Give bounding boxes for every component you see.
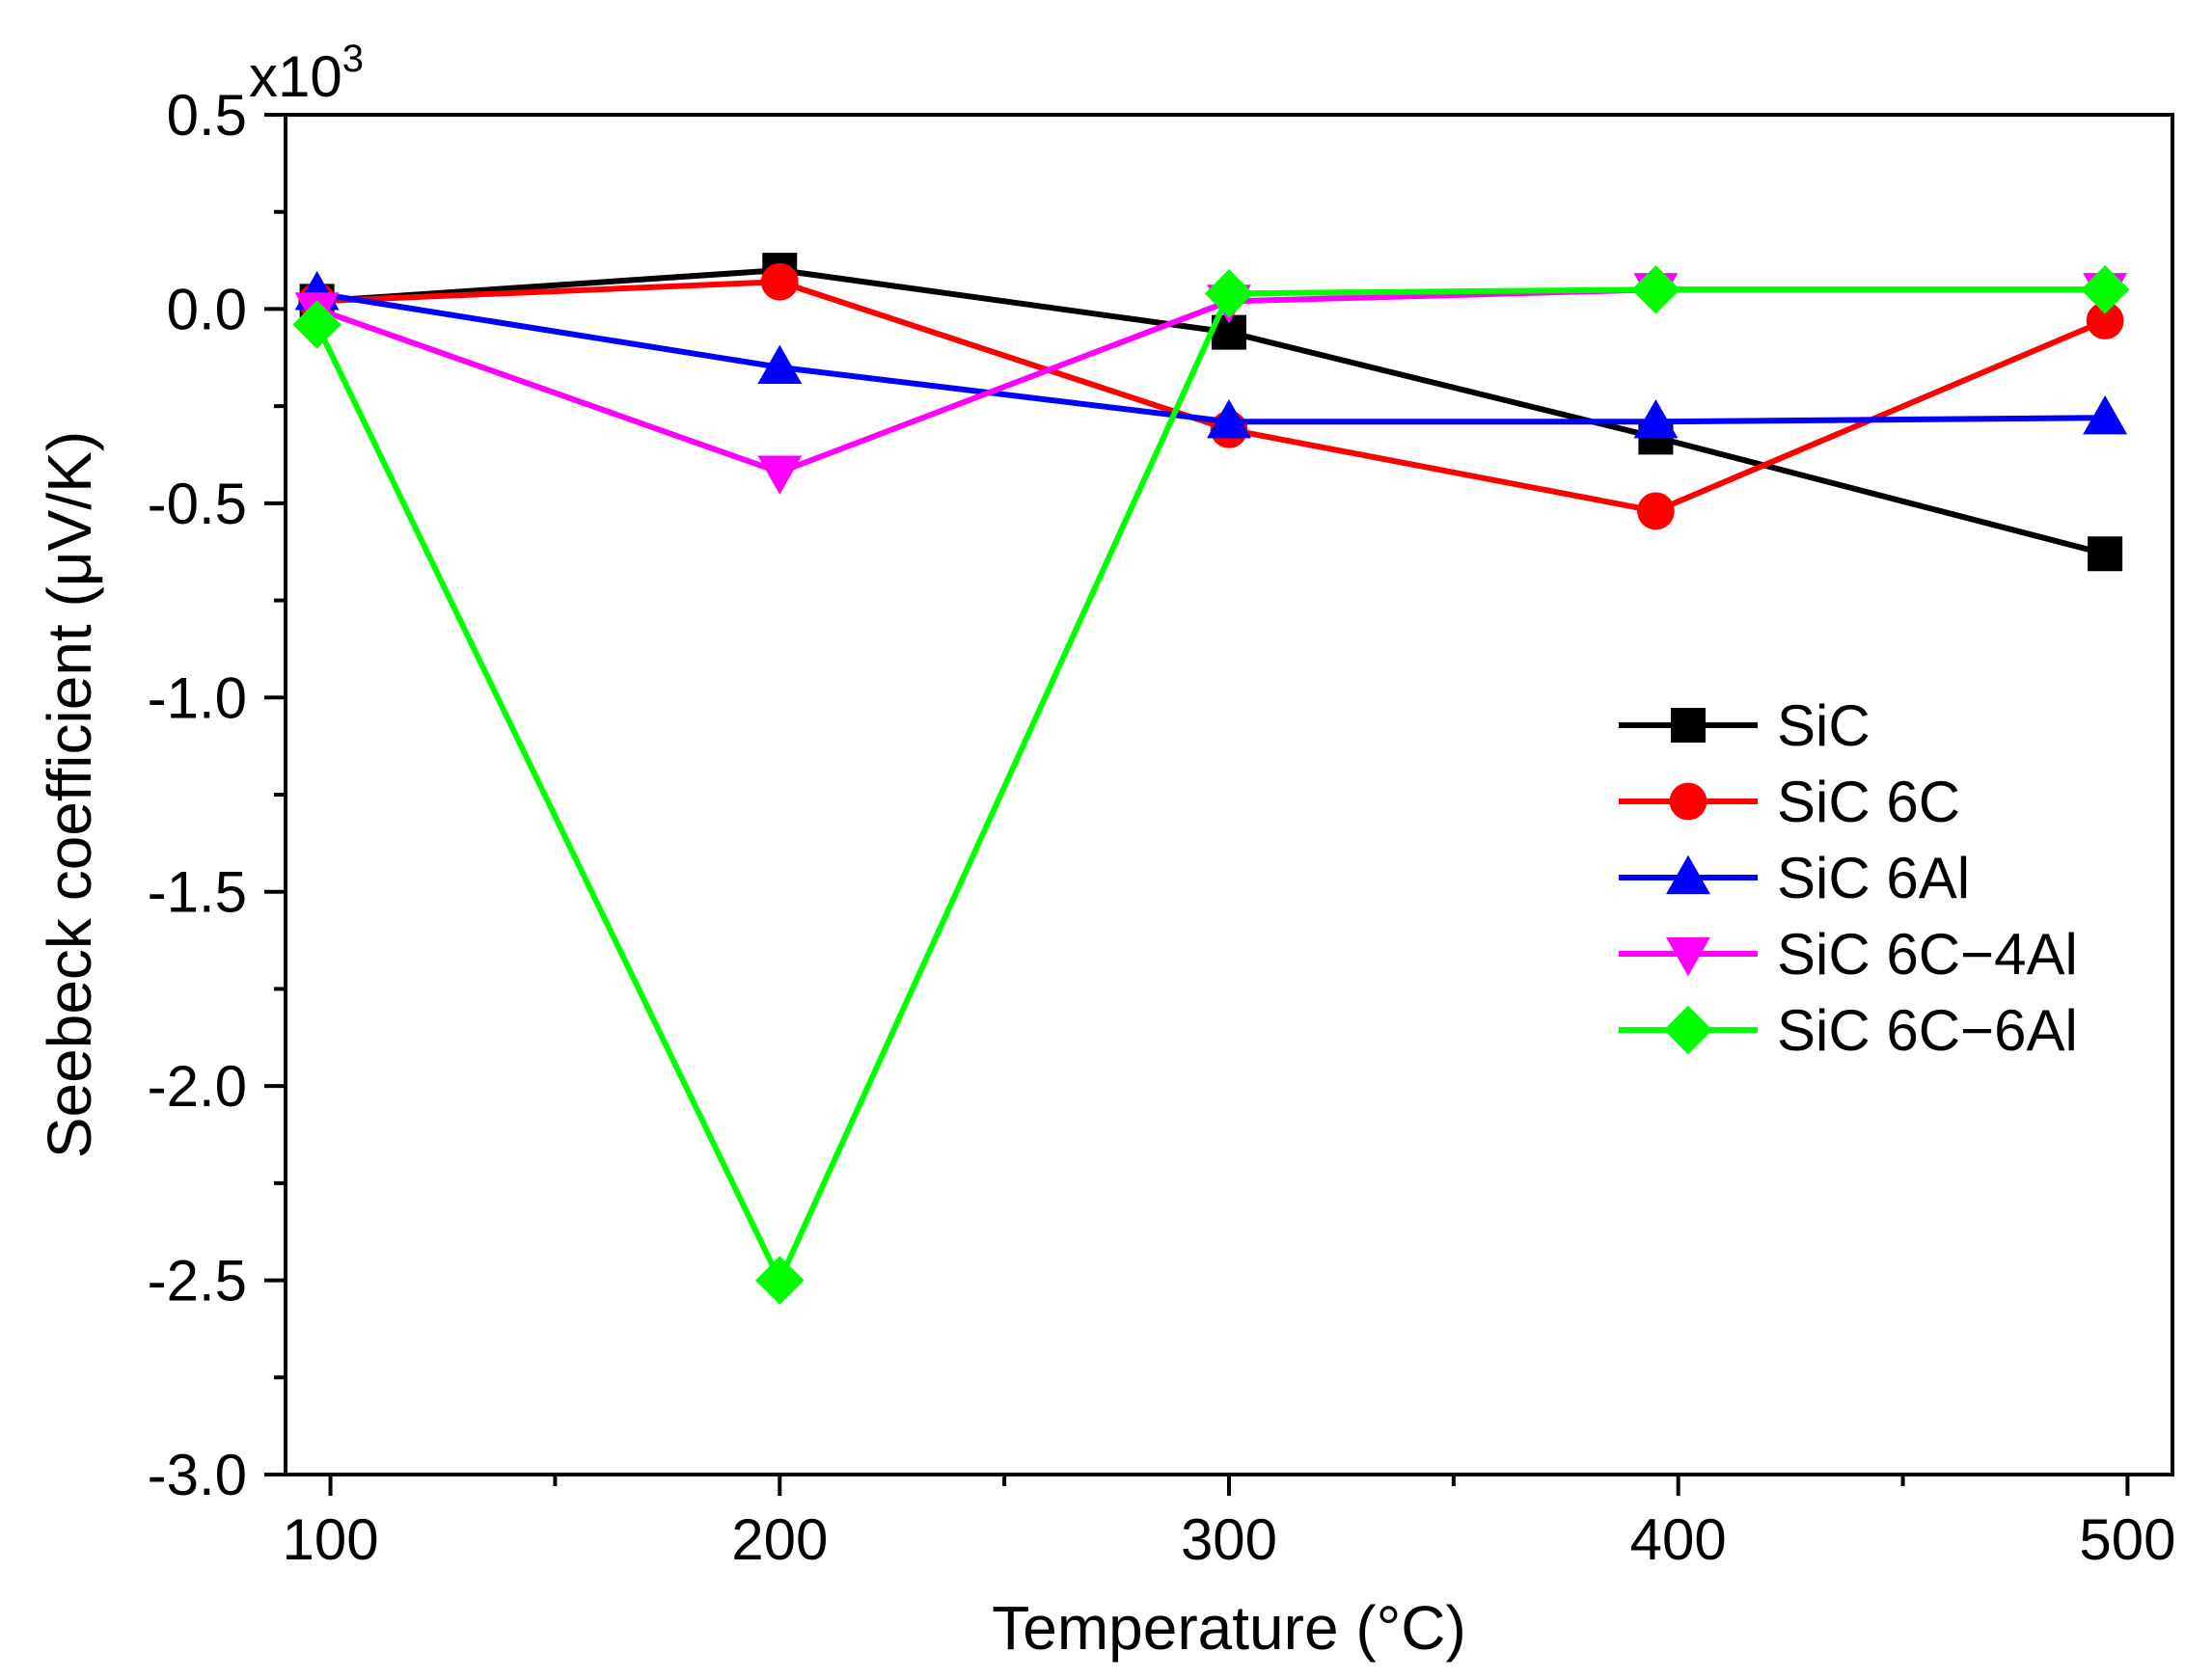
series-4 — [292, 265, 2130, 1305]
data-point — [2083, 394, 2128, 435]
legend-label: SiC 6C — [1777, 770, 1960, 834]
y-tick-label: -2.5 — [148, 1249, 247, 1313]
legend-label: SiC 6C−6Al — [1777, 998, 2078, 1063]
y-tick-label: 0.0 — [167, 277, 247, 341]
y-tick-label: -1.5 — [148, 860, 247, 925]
y-tick-label: -0.5 — [148, 472, 247, 536]
y-tick-label: -3.0 — [148, 1443, 247, 1507]
x-tick-label: 500 — [2079, 1507, 2175, 1572]
data-point — [1204, 269, 1254, 318]
x-tick-label: 100 — [283, 1507, 379, 1572]
y-axis-multiplier: x103 — [249, 38, 364, 109]
legend-item: SiC 6Al — [1619, 846, 1970, 910]
legend-label: SiC 6C−4Al — [1777, 922, 2078, 987]
y-axis: -3.0 -2.5 -2.0 -1.5 -1.0 -0.5 0.0 0.5 — [148, 83, 286, 1507]
legend-marker — [1671, 708, 1706, 743]
x-tick-label: 200 — [731, 1507, 828, 1572]
legend-label: SiC 6Al — [1777, 846, 1970, 910]
legend-item: SiC 6C — [1619, 770, 1960, 834]
legend-marker — [1669, 782, 1707, 821]
data-point — [2088, 536, 2123, 572]
y-tick-label: -2.0 — [148, 1054, 247, 1119]
series-line — [316, 267, 2106, 557]
legend-label: SiC — [1777, 693, 1871, 758]
data-point — [1637, 492, 1675, 530]
data-point — [757, 455, 803, 495]
series-line — [315, 286, 2106, 475]
y-axis-multiplier-exponent: 3 — [342, 38, 364, 80]
data-point — [292, 300, 341, 349]
data-point — [2080, 265, 2130, 314]
series-3 — [294, 273, 2128, 495]
x-axis: 100 200 300 400 500 — [283, 1475, 2175, 1572]
legend-marker — [1666, 936, 1710, 977]
series-line — [316, 279, 2107, 514]
data-point — [755, 1256, 805, 1305]
x-tick-label: 400 — [1630, 1507, 1727, 1572]
legend-marker — [1666, 854, 1710, 895]
y-axis-multiplier-base: x10 — [249, 44, 342, 109]
data-point — [1633, 398, 1679, 439]
legend-marker — [1663, 1005, 1713, 1055]
data-point — [760, 262, 799, 301]
legend-item: SiC 6C−6Al — [1619, 998, 2078, 1063]
x-axis-title: Temperature (°C) — [992, 1593, 1466, 1663]
data-point — [757, 344, 803, 385]
legend-item: SiC — [1619, 693, 1871, 758]
series-0 — [299, 253, 2123, 572]
plot-series-area — [292, 253, 2130, 1305]
series-2 — [294, 271, 2128, 439]
y-axis-title: Seebeck coefficient (μV/K) — [35, 431, 104, 1158]
y-tick-label: -1.0 — [148, 665, 247, 730]
legend-item: SiC 6C−4Al — [1619, 922, 2078, 987]
legend: SiC SiC 6C SiC 6Al SiC 6C−4Al SiC 6C−6Al — [1619, 693, 2078, 1063]
y-tick-label: 0.5 — [167, 83, 247, 148]
data-point — [1631, 265, 1680, 314]
x-tick-label: 300 — [1181, 1507, 1277, 1572]
data-point — [1207, 398, 1251, 439]
